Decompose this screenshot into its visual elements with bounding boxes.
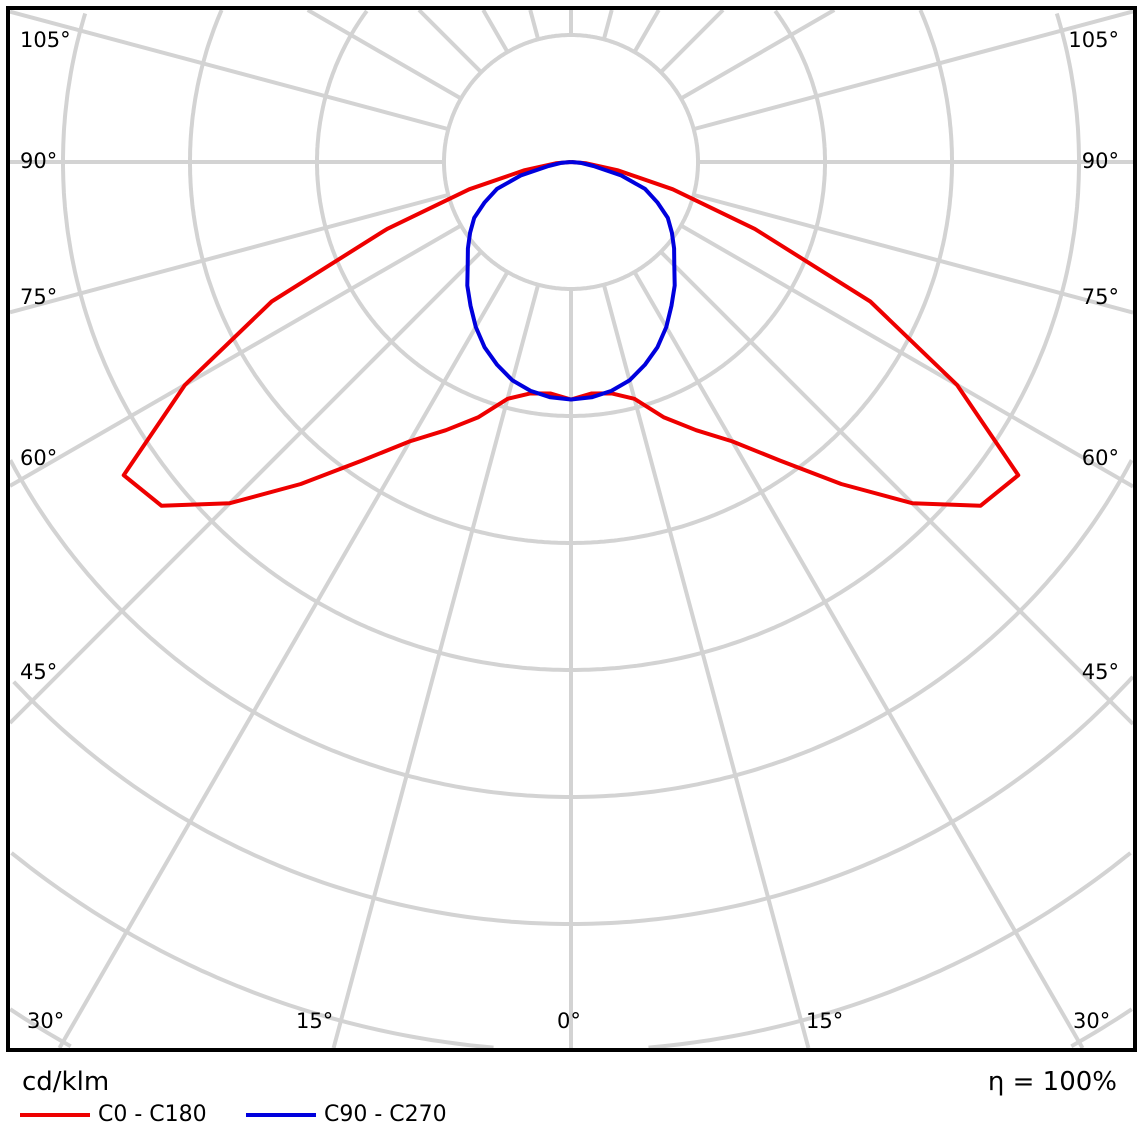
grid-spoke <box>601 284 811 1049</box>
angle-label: 60° <box>1081 446 1119 470</box>
grid-spoke <box>659 8 725 74</box>
grid-ring <box>315 9 571 418</box>
angle-label: 15° <box>806 1009 844 1033</box>
grid-spoke <box>632 270 1085 1050</box>
grid-spoke <box>9 223 463 488</box>
grid-ring <box>648 851 1132 1050</box>
grid-ring <box>10 851 494 1050</box>
angle-label: 45° <box>1081 660 1119 684</box>
efficiency-label: η = 100% <box>987 1067 1117 1097</box>
grid-spoke <box>57 270 510 1050</box>
grid-spoke <box>679 8 836 101</box>
grid-spoke <box>632 8 661 54</box>
angle-label: 60° <box>20 446 58 470</box>
angle-label: 45° <box>20 660 58 684</box>
angle-label: 30° <box>1073 1009 1111 1033</box>
grid-spoke <box>481 9 510 54</box>
grid-ring <box>571 459 1134 799</box>
legend-item-c90-c270: C90 - C270 <box>246 1102 447 1127</box>
grid-spoke <box>693 9 1134 132</box>
grid-spoke <box>528 9 541 40</box>
plot-frame <box>6 6 1137 1052</box>
angle-label: 15° <box>296 1009 334 1033</box>
grid-ring <box>188 9 571 545</box>
intensity-curves <box>121 160 1021 508</box>
angle-label: 30° <box>27 1009 65 1033</box>
unit-label: cd/klm <box>22 1067 110 1097</box>
polar-grid <box>8 8 1135 1050</box>
grid-ring <box>8 459 571 799</box>
angle-label: 105° <box>1068 28 1119 52</box>
legend-swatch-blue <box>246 1113 316 1118</box>
angle-label: 75° <box>20 285 58 309</box>
grid-spoke <box>659 250 1135 726</box>
grid-ring <box>571 675 1135 926</box>
legend-label: C90 - C270 <box>324 1102 447 1127</box>
legend-label: C0 - C180 <box>98 1102 207 1127</box>
grid-spoke <box>693 192 1134 315</box>
legend-swatch-red <box>20 1113 90 1118</box>
grid-spoke <box>417 8 483 74</box>
legend-item-c0-c180: C0 - C180 <box>20 1102 207 1127</box>
grid-ring <box>9 1007 72 1049</box>
grid-spoke <box>331 284 541 1049</box>
grid-ring <box>61 12 571 672</box>
grid-spoke <box>306 8 463 101</box>
grid-ring <box>571 9 954 545</box>
series-curve-c90-c270 <box>465 160 677 402</box>
grid-spoke <box>679 223 1135 489</box>
grid-spoke <box>9 9 449 132</box>
grid-spoke <box>9 192 449 315</box>
angle-label: 75° <box>1081 285 1119 309</box>
grid-ring <box>12 680 571 926</box>
grid-spoke <box>8 250 483 725</box>
grid-spoke <box>601 9 614 40</box>
angle-label: 90° <box>20 149 58 173</box>
angle-label: 105° <box>20 28 71 52</box>
grid-ring <box>571 12 1081 672</box>
angle-label: 0° <box>557 1009 581 1033</box>
angle-label: 90° <box>1081 149 1119 173</box>
grid-ring <box>1070 1007 1133 1049</box>
grid-ring <box>571 9 827 418</box>
